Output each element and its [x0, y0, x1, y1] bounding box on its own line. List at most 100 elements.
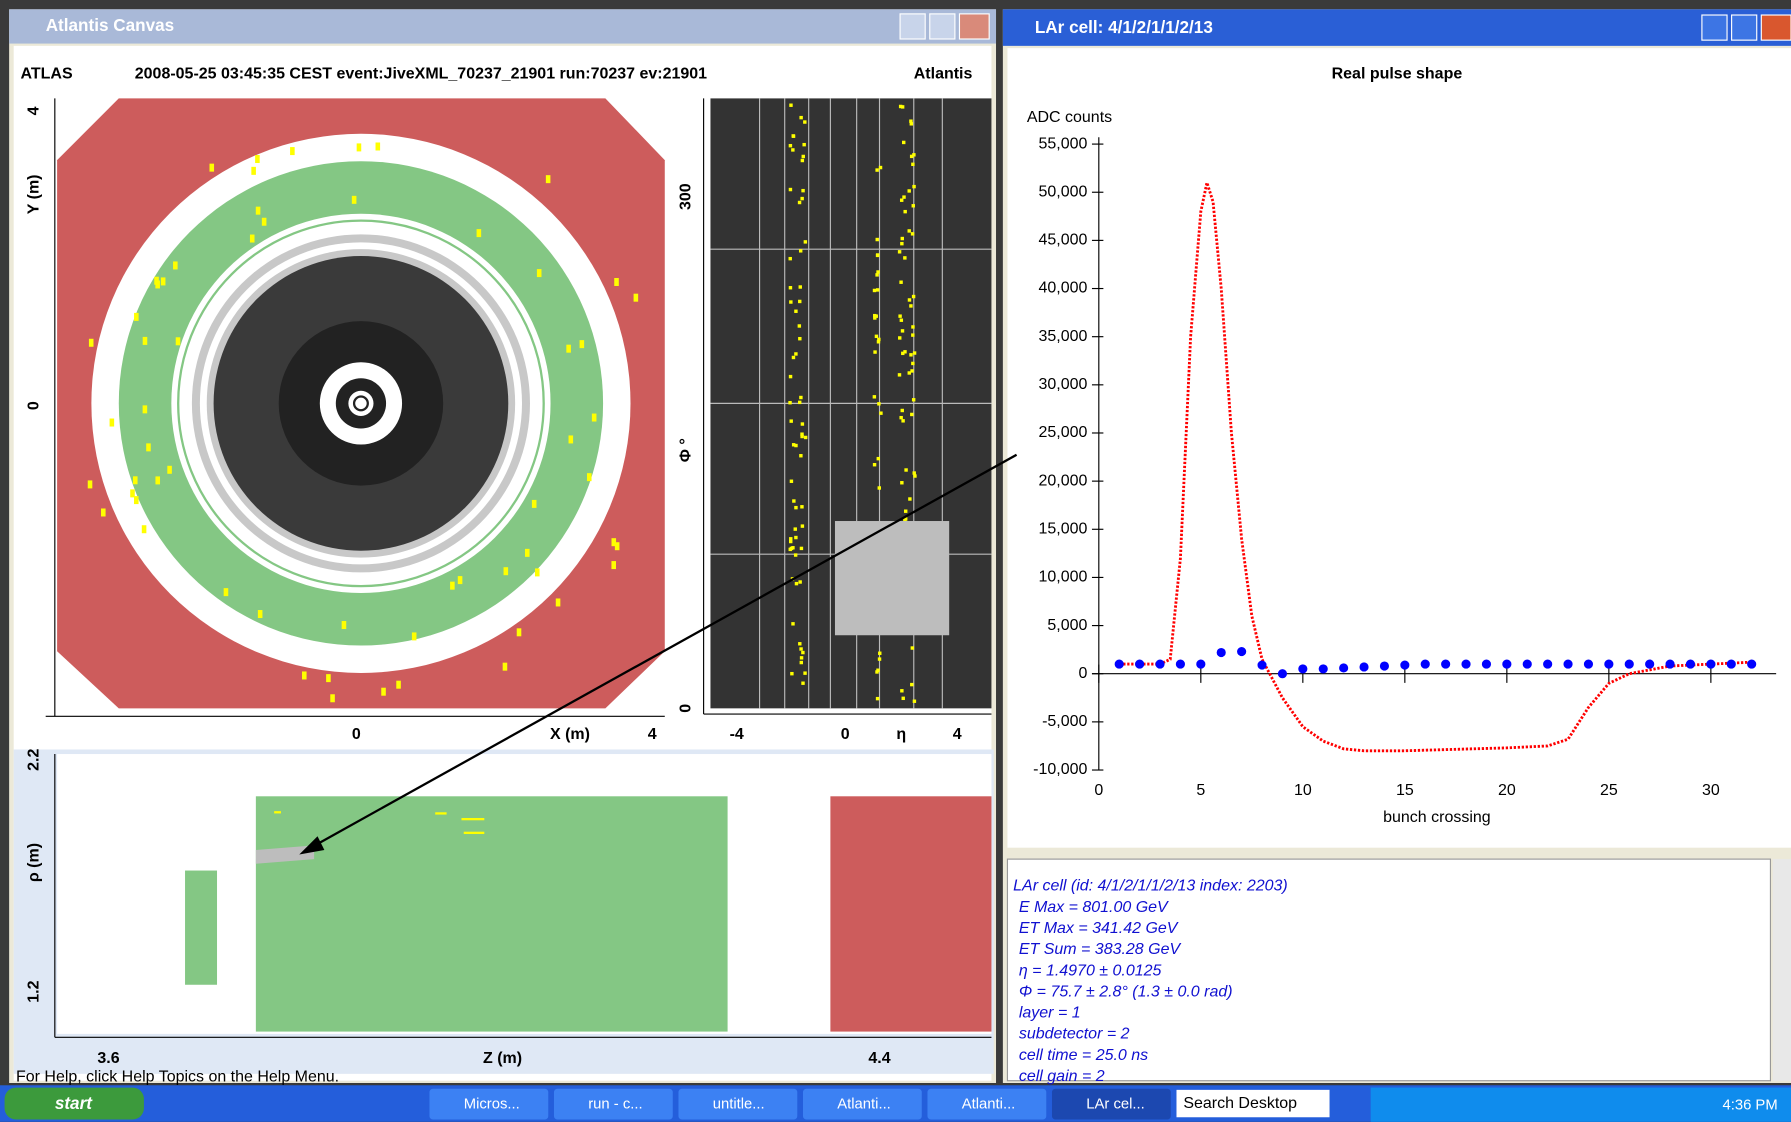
- hit: [463, 831, 485, 834]
- hit: [141, 525, 147, 534]
- hit: [579, 340, 585, 349]
- hit: [326, 674, 331, 683]
- sample-point: [1563, 659, 1573, 669]
- hit: [797, 324, 802, 328]
- y-tick-label: 15,000: [1039, 521, 1088, 538]
- hit: [791, 148, 795, 152]
- sample-point: [1747, 659, 1757, 669]
- ring: [352, 395, 369, 412]
- hit: [903, 209, 907, 214]
- hit: [566, 344, 571, 353]
- hit: [568, 435, 574, 444]
- left-title: Atlantis Canvas: [46, 15, 174, 35]
- hit: [908, 497, 912, 501]
- hit: [789, 479, 794, 483]
- hit: [134, 312, 139, 321]
- hit: [802, 142, 806, 147]
- sample-point: [1359, 662, 1369, 672]
- start-button[interactable]: [4, 1087, 144, 1120]
- hit: [794, 505, 798, 510]
- hit: [900, 329, 905, 333]
- sample-point: [1175, 659, 1185, 669]
- hit: [876, 340, 881, 344]
- minimize-button[interactable]: [1701, 14, 1728, 41]
- hit: [146, 443, 151, 452]
- hit: [877, 486, 881, 490]
- hit: [142, 405, 148, 414]
- hit: [800, 434, 804, 439]
- y-tick-label: 1.2: [25, 980, 42, 1002]
- hit: [476, 229, 482, 238]
- plot-panel: [1007, 48, 1791, 848]
- sample-point: [1237, 647, 1247, 657]
- minimize-button[interactable]: [899, 13, 926, 40]
- task-button[interactable]: [1051, 1088, 1171, 1120]
- task-button[interactable]: [927, 1088, 1047, 1120]
- tray: [1370, 1087, 1791, 1122]
- hit: [155, 476, 161, 485]
- hit: [257, 610, 263, 619]
- hit: [910, 369, 914, 373]
- hit: [799, 395, 803, 400]
- hit: [912, 351, 917, 355]
- hit: [900, 481, 904, 485]
- info-line: LAr cell (id: 4/1/2/1/1/2/13 index: 2203…: [1013, 878, 1288, 895]
- hit: [396, 680, 401, 689]
- maximize-button[interactable]: [929, 13, 956, 40]
- x-axis-label: Z (m): [483, 1050, 522, 1067]
- hit: [435, 812, 447, 815]
- close-button[interactable]: [958, 13, 990, 40]
- hit: [799, 647, 803, 651]
- task-button[interactable]: [802, 1088, 922, 1120]
- scrollbar[interactable]: [1772, 859, 1791, 1081]
- hit: [789, 419, 793, 423]
- hit: [903, 256, 907, 260]
- left-title-bar: [9, 9, 997, 44]
- sample-point: [1135, 659, 1145, 669]
- y-tick-label: 10,000: [1039, 569, 1088, 586]
- hit: [898, 104, 903, 109]
- info-line: subdetector = 2: [1019, 1026, 1130, 1043]
- hit: [274, 811, 281, 814]
- detector: [185, 870, 218, 985]
- x-axis-label: bunch crossing: [1383, 809, 1491, 826]
- search-box[interactable]: [1176, 1089, 1330, 1118]
- hit: [87, 480, 93, 489]
- sample-point: [1583, 659, 1594, 669]
- task-button[interactable]: [678, 1088, 798, 1120]
- hit: [175, 337, 181, 346]
- hit: [614, 278, 619, 286]
- hit: [302, 671, 307, 680]
- task-button[interactable]: [429, 1088, 549, 1120]
- info-line: cell time = 25.0 ns: [1019, 1047, 1148, 1064]
- hit: [875, 696, 880, 701]
- y-tick-label: 2.2: [25, 749, 42, 771]
- hit: [798, 336, 802, 341]
- hit: [897, 250, 902, 254]
- hit: [910, 682, 914, 687]
- hit: [911, 162, 915, 167]
- hit: [788, 256, 792, 261]
- hit: [899, 198, 904, 202]
- sample-point: [1196, 659, 1206, 669]
- hit: [534, 568, 540, 577]
- task-button[interactable]: [553, 1088, 673, 1120]
- hit: [904, 468, 908, 472]
- hit: [101, 508, 106, 517]
- ring: [348, 390, 374, 416]
- hit: [910, 646, 915, 650]
- hit: [900, 689, 904, 693]
- hit: [290, 147, 295, 156]
- maximize-button[interactable]: [1731, 14, 1758, 41]
- close-button[interactable]: [1760, 14, 1791, 41]
- sample-point: [1624, 659, 1634, 669]
- hit: [160, 277, 166, 286]
- y-tick-label: 0: [25, 401, 42, 410]
- hit: [903, 350, 907, 354]
- x-tick-label: 4: [648, 726, 657, 743]
- hit: [586, 473, 592, 482]
- hit: [109, 418, 115, 427]
- hit: [555, 598, 561, 607]
- hit: [876, 270, 880, 274]
- hit: [803, 435, 808, 440]
